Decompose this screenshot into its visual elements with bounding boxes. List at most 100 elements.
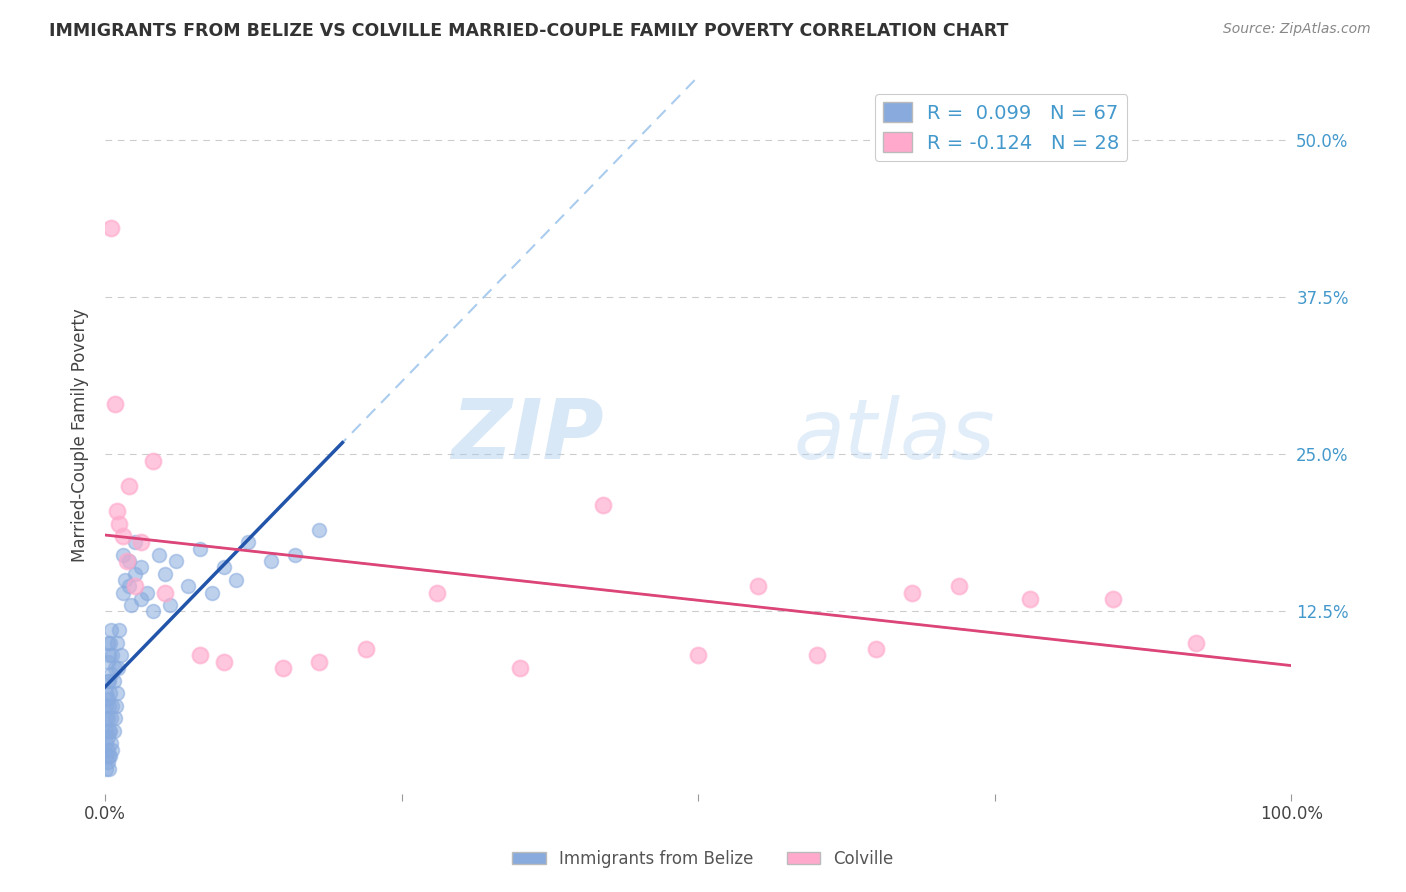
Point — [124, 535, 146, 549]
Point — [96, 711, 118, 725]
Point — [100, 667, 122, 681]
Point — [100, 624, 122, 638]
Point — [96, 686, 118, 700]
Point — [592, 498, 614, 512]
Point — [153, 566, 176, 581]
Point — [948, 579, 970, 593]
Point — [148, 548, 170, 562]
Point — [100, 221, 122, 235]
Point — [900, 585, 922, 599]
Point — [115, 554, 138, 568]
Point — [509, 661, 531, 675]
Point — [97, 730, 120, 744]
Point — [188, 541, 211, 556]
Point — [165, 554, 187, 568]
Point — [104, 698, 127, 713]
Point — [159, 598, 181, 612]
Point — [124, 566, 146, 581]
Point — [118, 579, 141, 593]
Point — [271, 661, 294, 675]
Point — [111, 548, 134, 562]
Point — [118, 554, 141, 568]
Point — [118, 479, 141, 493]
Point — [105, 504, 128, 518]
Point — [225, 573, 247, 587]
Point — [142, 605, 165, 619]
Point — [135, 585, 157, 599]
Point — [98, 636, 121, 650]
Point — [98, 749, 121, 764]
Point — [108, 516, 131, 531]
Point — [129, 535, 152, 549]
Point — [97, 648, 120, 663]
Point — [284, 548, 307, 562]
Point — [97, 742, 120, 756]
Point — [101, 698, 124, 713]
Point — [111, 585, 134, 599]
Point — [260, 554, 283, 568]
Point — [97, 673, 120, 688]
Point — [104, 711, 127, 725]
Point — [98, 686, 121, 700]
Point — [1185, 636, 1208, 650]
Text: ZIP: ZIP — [451, 395, 603, 476]
Point — [96, 762, 118, 776]
Legend: Immigrants from Belize, Colville: Immigrants from Belize, Colville — [506, 844, 900, 875]
Point — [97, 655, 120, 669]
Point — [354, 642, 377, 657]
Point — [188, 648, 211, 663]
Point — [747, 579, 769, 593]
Point — [1102, 591, 1125, 606]
Point — [101, 648, 124, 663]
Point — [97, 698, 120, 713]
Point — [212, 655, 235, 669]
Point — [97, 636, 120, 650]
Point — [104, 397, 127, 411]
Point — [129, 560, 152, 574]
Point — [120, 598, 142, 612]
Point — [129, 591, 152, 606]
Point — [308, 523, 330, 537]
Y-axis label: Married-Couple Family Poverty: Married-Couple Family Poverty — [72, 309, 89, 563]
Point — [97, 756, 120, 770]
Point — [97, 749, 120, 764]
Point — [142, 453, 165, 467]
Point — [97, 762, 120, 776]
Point — [104, 661, 127, 675]
Point — [111, 529, 134, 543]
Point — [96, 723, 118, 738]
Point — [110, 648, 132, 663]
Text: atlas: atlas — [793, 395, 995, 476]
Point — [97, 692, 120, 706]
Point — [806, 648, 828, 663]
Point — [107, 661, 129, 675]
Point — [103, 673, 125, 688]
Point — [124, 579, 146, 593]
Point — [100, 736, 122, 750]
Point — [688, 648, 710, 663]
Point — [105, 636, 128, 650]
Point — [212, 560, 235, 574]
Point — [96, 749, 118, 764]
Text: Source: ZipAtlas.com: Source: ZipAtlas.com — [1223, 22, 1371, 37]
Point — [201, 585, 224, 599]
Point — [108, 624, 131, 638]
Point — [97, 723, 120, 738]
Point — [96, 736, 118, 750]
Point — [236, 535, 259, 549]
Point — [308, 655, 330, 669]
Point — [426, 585, 449, 599]
Point — [96, 698, 118, 713]
Legend: R =  0.099   N = 67, R = -0.124   N = 28: R = 0.099 N = 67, R = -0.124 N = 28 — [875, 95, 1128, 161]
Point — [105, 686, 128, 700]
Point — [98, 723, 121, 738]
Point — [97, 673, 120, 688]
Point — [114, 573, 136, 587]
Point — [100, 711, 122, 725]
Point — [103, 723, 125, 738]
Point — [177, 579, 200, 593]
Point — [865, 642, 887, 657]
Point — [101, 742, 124, 756]
Point — [153, 585, 176, 599]
Text: IMMIGRANTS FROM BELIZE VS COLVILLE MARRIED-COUPLE FAMILY POVERTY CORRELATION CHA: IMMIGRANTS FROM BELIZE VS COLVILLE MARRI… — [49, 22, 1008, 40]
